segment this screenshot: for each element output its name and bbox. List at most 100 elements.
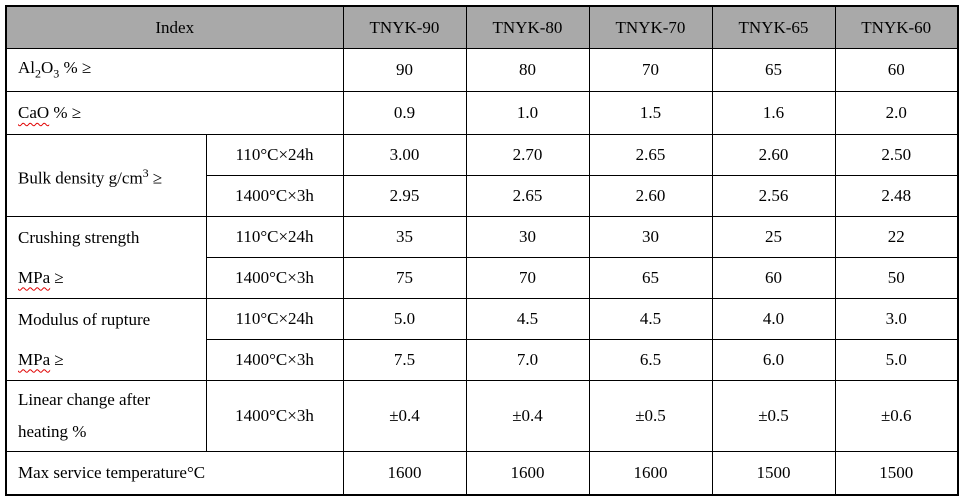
column-header-tnyk-60: TNYK-60 bbox=[834, 5, 959, 49]
label-text: % ≥ bbox=[59, 58, 92, 78]
value-cell: 5.0 bbox=[342, 298, 467, 340]
value-cell: 0.9 bbox=[342, 91, 467, 135]
table-row: 1400°C×3h 7.5 7.0 6.5 6.0 5.0 bbox=[6, 339, 959, 381]
value-cell: 6.5 bbox=[588, 339, 713, 381]
header-row: Index TNYK-90 TNYK-80 TNYK-70 TNYK-65 TNYK-6… bbox=[5, 5, 959, 49]
row-label-line: Bulk density g/cm3 ≥ bbox=[18, 153, 202, 199]
value-cell: 2.56 bbox=[711, 175, 836, 217]
value-cell: 70 bbox=[465, 257, 590, 299]
value-cell: 1600 bbox=[588, 451, 713, 496]
column-header-tnyk-65: TNYK-65 bbox=[711, 5, 836, 49]
value-cell: 1.6 bbox=[711, 91, 836, 135]
row-label-line: Modulus of rupture bbox=[18, 300, 202, 340]
value-cell: 1600 bbox=[342, 451, 467, 496]
label-text: 3 bbox=[53, 66, 60, 81]
value-cell: 80 bbox=[465, 48, 590, 92]
value-cell: 3.00 bbox=[342, 134, 467, 176]
value-cell: 35 bbox=[342, 216, 467, 258]
condition-cell: 1400°C×3h bbox=[205, 257, 344, 299]
misspelled-word: MPa bbox=[18, 267, 51, 287]
row-label-line: heating % bbox=[18, 416, 202, 448]
label-text: ≥ bbox=[50, 267, 64, 287]
row-label-line: Al2O3 % ≥ bbox=[18, 58, 339, 81]
row-label-line: CaO % ≥ bbox=[18, 103, 339, 123]
value-cell: 25 bbox=[711, 216, 836, 258]
condition-cell: 1400°C×3h bbox=[205, 175, 344, 217]
value-cell: 4.5 bbox=[465, 298, 590, 340]
misspelled-word: MPa bbox=[18, 349, 51, 369]
table-row: Al2O3 % ≥90 80 70 65 60 bbox=[5, 48, 959, 92]
column-header-tnyk-80: TNYK-80 bbox=[465, 5, 590, 49]
label-text: % ≥ bbox=[49, 103, 82, 122]
value-cell: 2.65 bbox=[588, 134, 713, 176]
value-cell: 22 bbox=[834, 216, 959, 258]
value-cell: 4.0 bbox=[711, 298, 836, 340]
value-cell: 2.95 bbox=[342, 175, 467, 217]
value-cell: 1.0 bbox=[465, 91, 590, 135]
value-cell: 2.60 bbox=[711, 134, 836, 176]
label-text: ≥ bbox=[50, 349, 64, 369]
value-cell: 2.65 bbox=[465, 175, 590, 217]
table-row: Crushing strength MPa ≥110°C×24h 35 30 30 25 2… bbox=[5, 216, 959, 299]
value-cell: 2.60 bbox=[588, 175, 713, 217]
condition-cell: 110°C×24h bbox=[205, 134, 344, 176]
value-cell: 2.50 bbox=[834, 134, 959, 176]
row-label-cell: CaO % ≥ bbox=[5, 91, 344, 135]
value-cell: 75 bbox=[342, 257, 467, 299]
value-cell: 30 bbox=[465, 216, 590, 258]
label-text: O bbox=[41, 58, 54, 78]
column-header-tnyk-70: TNYK-70 bbox=[588, 5, 713, 49]
value-cell: 5.0 bbox=[834, 339, 959, 381]
label-text: heating % bbox=[18, 422, 87, 441]
condition-cell: 1400°C×3h bbox=[205, 339, 344, 381]
value-cell: 90 bbox=[342, 48, 467, 92]
table-row: Bulk density g/cm3 ≥110°C×24h 3.00 2.70 2.6… bbox=[5, 134, 959, 217]
table-row: Linear change after heating % 1400°C×3h ±0.… bbox=[5, 380, 959, 452]
row-label-cell: Linear change after heating % bbox=[5, 380, 207, 452]
row-label-line: MPa ≥ bbox=[18, 340, 202, 380]
value-cell: 50 bbox=[834, 257, 959, 299]
row-label-line: Crushing strength bbox=[18, 218, 202, 258]
row-label-line: MPa ≥ bbox=[18, 258, 202, 298]
row-label-line: Linear change after bbox=[18, 384, 202, 416]
table-row: Max service temperature°C 1600 1600 1600 150… bbox=[5, 451, 959, 496]
label-text: Bulk density g/cm bbox=[18, 168, 143, 188]
row-label-cell: Bulk density g/cm3 ≥ bbox=[5, 134, 207, 217]
row-label-line: Max service temperature°C bbox=[18, 463, 339, 483]
value-cell: 4.5 bbox=[588, 298, 713, 340]
row-label-cell: Max service temperature°C bbox=[5, 451, 344, 496]
table-row: Modulus of rupture MPa ≥110°C×24h 5.0 4.5 4.… bbox=[5, 298, 959, 381]
product-spec-table: Index TNYK-90 TNYK-80 TNYK-70 TNYK-65 TNYK-6… bbox=[5, 5, 959, 496]
value-cell: ±0.6 bbox=[834, 380, 959, 452]
value-cell: ±0.4 bbox=[465, 380, 590, 452]
value-cell: ±0.5 bbox=[588, 380, 713, 452]
value-cell: 6.0 bbox=[711, 339, 836, 381]
value-cell: 2.48 bbox=[834, 175, 959, 217]
label-text: 3 bbox=[142, 165, 149, 180]
row-label-cell: Al2O3 % ≥ bbox=[5, 48, 344, 92]
misspelled-word: CaO bbox=[18, 103, 50, 122]
value-cell: 1.5 bbox=[588, 91, 713, 135]
condition-cell: 110°C×24h bbox=[205, 216, 344, 258]
table-row: CaO % ≥0.9 1.0 1.5 1.6 2.0 bbox=[5, 91, 959, 135]
label-text: Modulus of rupture bbox=[18, 309, 151, 329]
value-cell: 1500 bbox=[711, 451, 836, 496]
value-cell: 70 bbox=[588, 48, 713, 92]
value-cell: 2.70 bbox=[465, 134, 590, 176]
value-cell: 1600 bbox=[465, 451, 590, 496]
label-text: 2 bbox=[35, 66, 41, 81]
label-text: Al bbox=[18, 58, 35, 78]
value-cell: 60 bbox=[834, 48, 959, 92]
value-cell: 3.0 bbox=[834, 298, 959, 340]
value-cell: ±0.4 bbox=[342, 380, 467, 452]
value-cell: 1500 bbox=[834, 451, 959, 496]
label-text: ≥ bbox=[148, 168, 163, 188]
row-label-cell: Modulus of rupture MPa ≥ bbox=[5, 298, 207, 381]
value-cell: 7.5 bbox=[342, 339, 467, 381]
label-text: Linear change after bbox=[18, 390, 151, 409]
value-cell: 65 bbox=[711, 48, 836, 92]
column-header-tnyk-90: TNYK-90 bbox=[342, 5, 467, 49]
value-cell: 2.0 bbox=[834, 91, 959, 135]
label-text: Max service temperature°C bbox=[18, 463, 206, 482]
